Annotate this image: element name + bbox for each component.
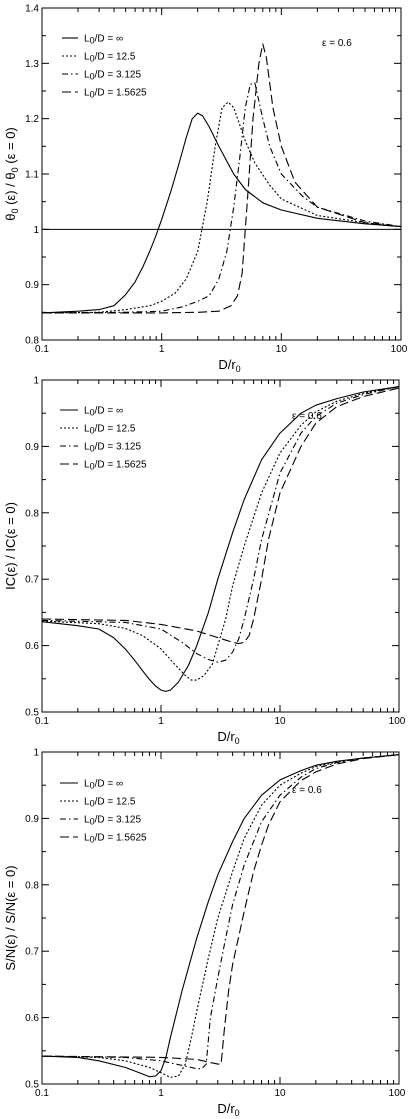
y-tick-label: 1 [33, 376, 39, 387]
legend-entry: L0/D = 1.5625 [84, 460, 147, 472]
x-axis-label: D/r0 [217, 729, 239, 746]
x-tick-label: 100 [389, 716, 406, 727]
x-tick-label: 1 [158, 1088, 164, 1099]
y-tick-label: 1.4 [25, 4, 39, 15]
y-tick-label: 0.5 [25, 708, 39, 719]
y-tick-label: 1.2 [25, 114, 39, 125]
x-tick-label: 10 [274, 1088, 286, 1099]
y-tick-label: 0.8 [25, 508, 39, 519]
legend-entry: L0/D = ∞ [84, 406, 123, 418]
legend-entry: L0/D = 3.125 [84, 442, 141, 454]
series-line-dotted [41, 386, 400, 681]
y-tick-label: 0.8 [25, 880, 39, 891]
epsilon-annotation: ε = 0.6 [292, 785, 322, 796]
y-axis-label: S/N(ε) / S/N(ε = 0) [3, 865, 18, 970]
y-tick-label: 1 [33, 225, 39, 236]
legend-entry: L0/D = 3.125 [84, 70, 141, 82]
y-tick-label: 0.5 [25, 1080, 39, 1091]
x-tick-label: 1 [158, 716, 164, 727]
legend-entry: L0/D = ∞ [84, 34, 123, 46]
legend-entry: L0/D = 1.5625 [84, 833, 147, 845]
y-tick-label: 1.1 [25, 170, 39, 181]
series-line-solid [41, 112, 402, 314]
series-line-solid [41, 386, 400, 692]
y-tick-label: 1.3 [25, 59, 39, 70]
legend-entry: L0/D = 12.5 [84, 52, 136, 64]
series-line-dashdot [41, 754, 400, 1070]
series-line-dashed [42, 43, 402, 314]
series-line-dashed [41, 387, 400, 645]
legend-entry: L0/D = 1.5625 [84, 88, 147, 100]
legend-entry: L0/D = ∞ [84, 779, 123, 791]
series-line-dotted [41, 101, 402, 314]
x-tick-label: 0.1 [35, 344, 49, 355]
series-line-solid [41, 754, 400, 1078]
y-tick-label: 0.6 [25, 1013, 39, 1024]
series-line-dashed [41, 754, 400, 1065]
x-tick-label: 0.1 [35, 1088, 49, 1099]
y-axis-label: IC(ε) / IC(ε = 0) [3, 502, 18, 590]
x-tick-label: 10 [276, 344, 288, 355]
x-axis-label: D/r0 [218, 357, 240, 374]
legend-entry: L0/D = 12.5 [84, 424, 136, 436]
x-tick-label: 1 [159, 344, 165, 355]
y-tick-label: 0.7 [25, 947, 39, 958]
epsilon-annotation: ε = 0.6 [322, 38, 352, 49]
y-tick-label: 0.8 [25, 336, 39, 347]
series-line-dashdot [41, 386, 400, 663]
y-tick-label: 0.9 [25, 442, 39, 453]
y-tick-label: 0.7 [25, 575, 39, 586]
legend-entry: L0/D = 12.5 [84, 797, 136, 809]
x-tick-label: 10 [274, 716, 286, 727]
y-tick-label: 0.6 [25, 641, 39, 652]
series-line-dashdot [41, 82, 402, 314]
legend: L0/D = ∞ L0/D = 12.5 L0/D = 3.125 L0/D = 1.… [60, 779, 147, 845]
y-tick-label: 0.9 [25, 814, 39, 825]
y-axis-label: θ0 (ε) / θ0 (ε = 0) [3, 127, 20, 221]
epsilon-annotation: ε = 0.6 [292, 411, 322, 422]
x-tick-label: 100 [391, 344, 408, 355]
legend: L0/D = ∞ L0/D = 12.5 L0/D = 3.125 L0/D = 1.… [62, 34, 147, 100]
x-tick-label: 100 [389, 1088, 406, 1099]
legend: L0/D = ∞ L0/D = 12.5 L0/D = 3.125 L0/D = 1.… [60, 406, 147, 472]
x-axis-label: D/r0 [217, 1101, 239, 1118]
y-tick-label: 1 [33, 748, 39, 759]
x-tick-label: 0.1 [35, 716, 49, 727]
y-tick-label: 0.9 [25, 280, 39, 291]
series-line-dotted [41, 754, 400, 1078]
legend-entry: L0/D = 3.125 [84, 815, 141, 827]
